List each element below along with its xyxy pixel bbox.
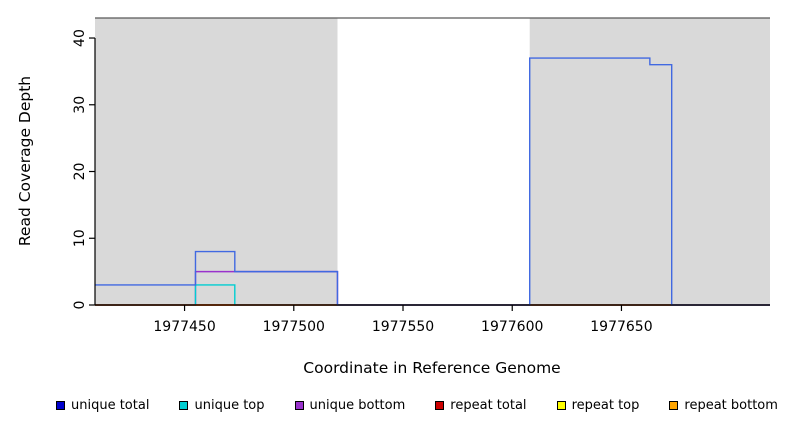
legend-label: repeat total bbox=[450, 398, 527, 413]
legend-label: repeat top bbox=[571, 398, 640, 413]
shaded-region bbox=[529, 18, 770, 305]
legend-item: repeat top bbox=[556, 398, 640, 413]
legend-item: unique top bbox=[179, 398, 265, 413]
x-tick-label: 1977550 bbox=[372, 319, 434, 335]
legend-swatch-icon bbox=[669, 401, 679, 410]
legend-swatch-icon bbox=[556, 401, 566, 410]
y-tick-label: 40 bbox=[72, 29, 88, 47]
shaded-region bbox=[95, 18, 338, 305]
legend-swatch-icon bbox=[435, 401, 445, 410]
x-axis-title: Coordinate in Reference Genome bbox=[303, 359, 560, 377]
legend-label: unique top bbox=[194, 398, 265, 413]
x-tick-label: 1977450 bbox=[153, 319, 215, 335]
y-tick-label: 30 bbox=[72, 96, 88, 114]
x-tick-label: 1977500 bbox=[263, 319, 325, 335]
chart-legend: unique total unique top unique bottom repea… bbox=[0, 398, 792, 413]
legend-label: unique total bbox=[71, 398, 150, 413]
legend-item: unique total bbox=[56, 398, 149, 413]
x-tick-label: 1977650 bbox=[590, 319, 652, 335]
legend-label: unique bottom bbox=[309, 398, 406, 413]
legend-swatch-icon bbox=[294, 401, 304, 410]
legend-swatch-icon bbox=[56, 401, 65, 410]
legend-swatch-icon bbox=[179, 401, 189, 410]
legend-item: repeat total bbox=[435, 398, 527, 413]
y-axis-title: Read Coverage Depth bbox=[16, 76, 34, 246]
y-tick-label: 10 bbox=[72, 229, 88, 247]
legend-label: repeat bottom bbox=[684, 398, 778, 413]
legend-item: unique bottom bbox=[294, 398, 406, 413]
coverage-chart: 0 10 20 30 40 1977450 1977500 1977550 1977600 197… bbox=[16, 17, 770, 377]
y-tick-label: 0 bbox=[72, 301, 88, 310]
x-tick-label: 1977600 bbox=[481, 319, 543, 335]
y-tick-label: 20 bbox=[72, 163, 88, 181]
legend-item: repeat bottom bbox=[669, 398, 778, 413]
